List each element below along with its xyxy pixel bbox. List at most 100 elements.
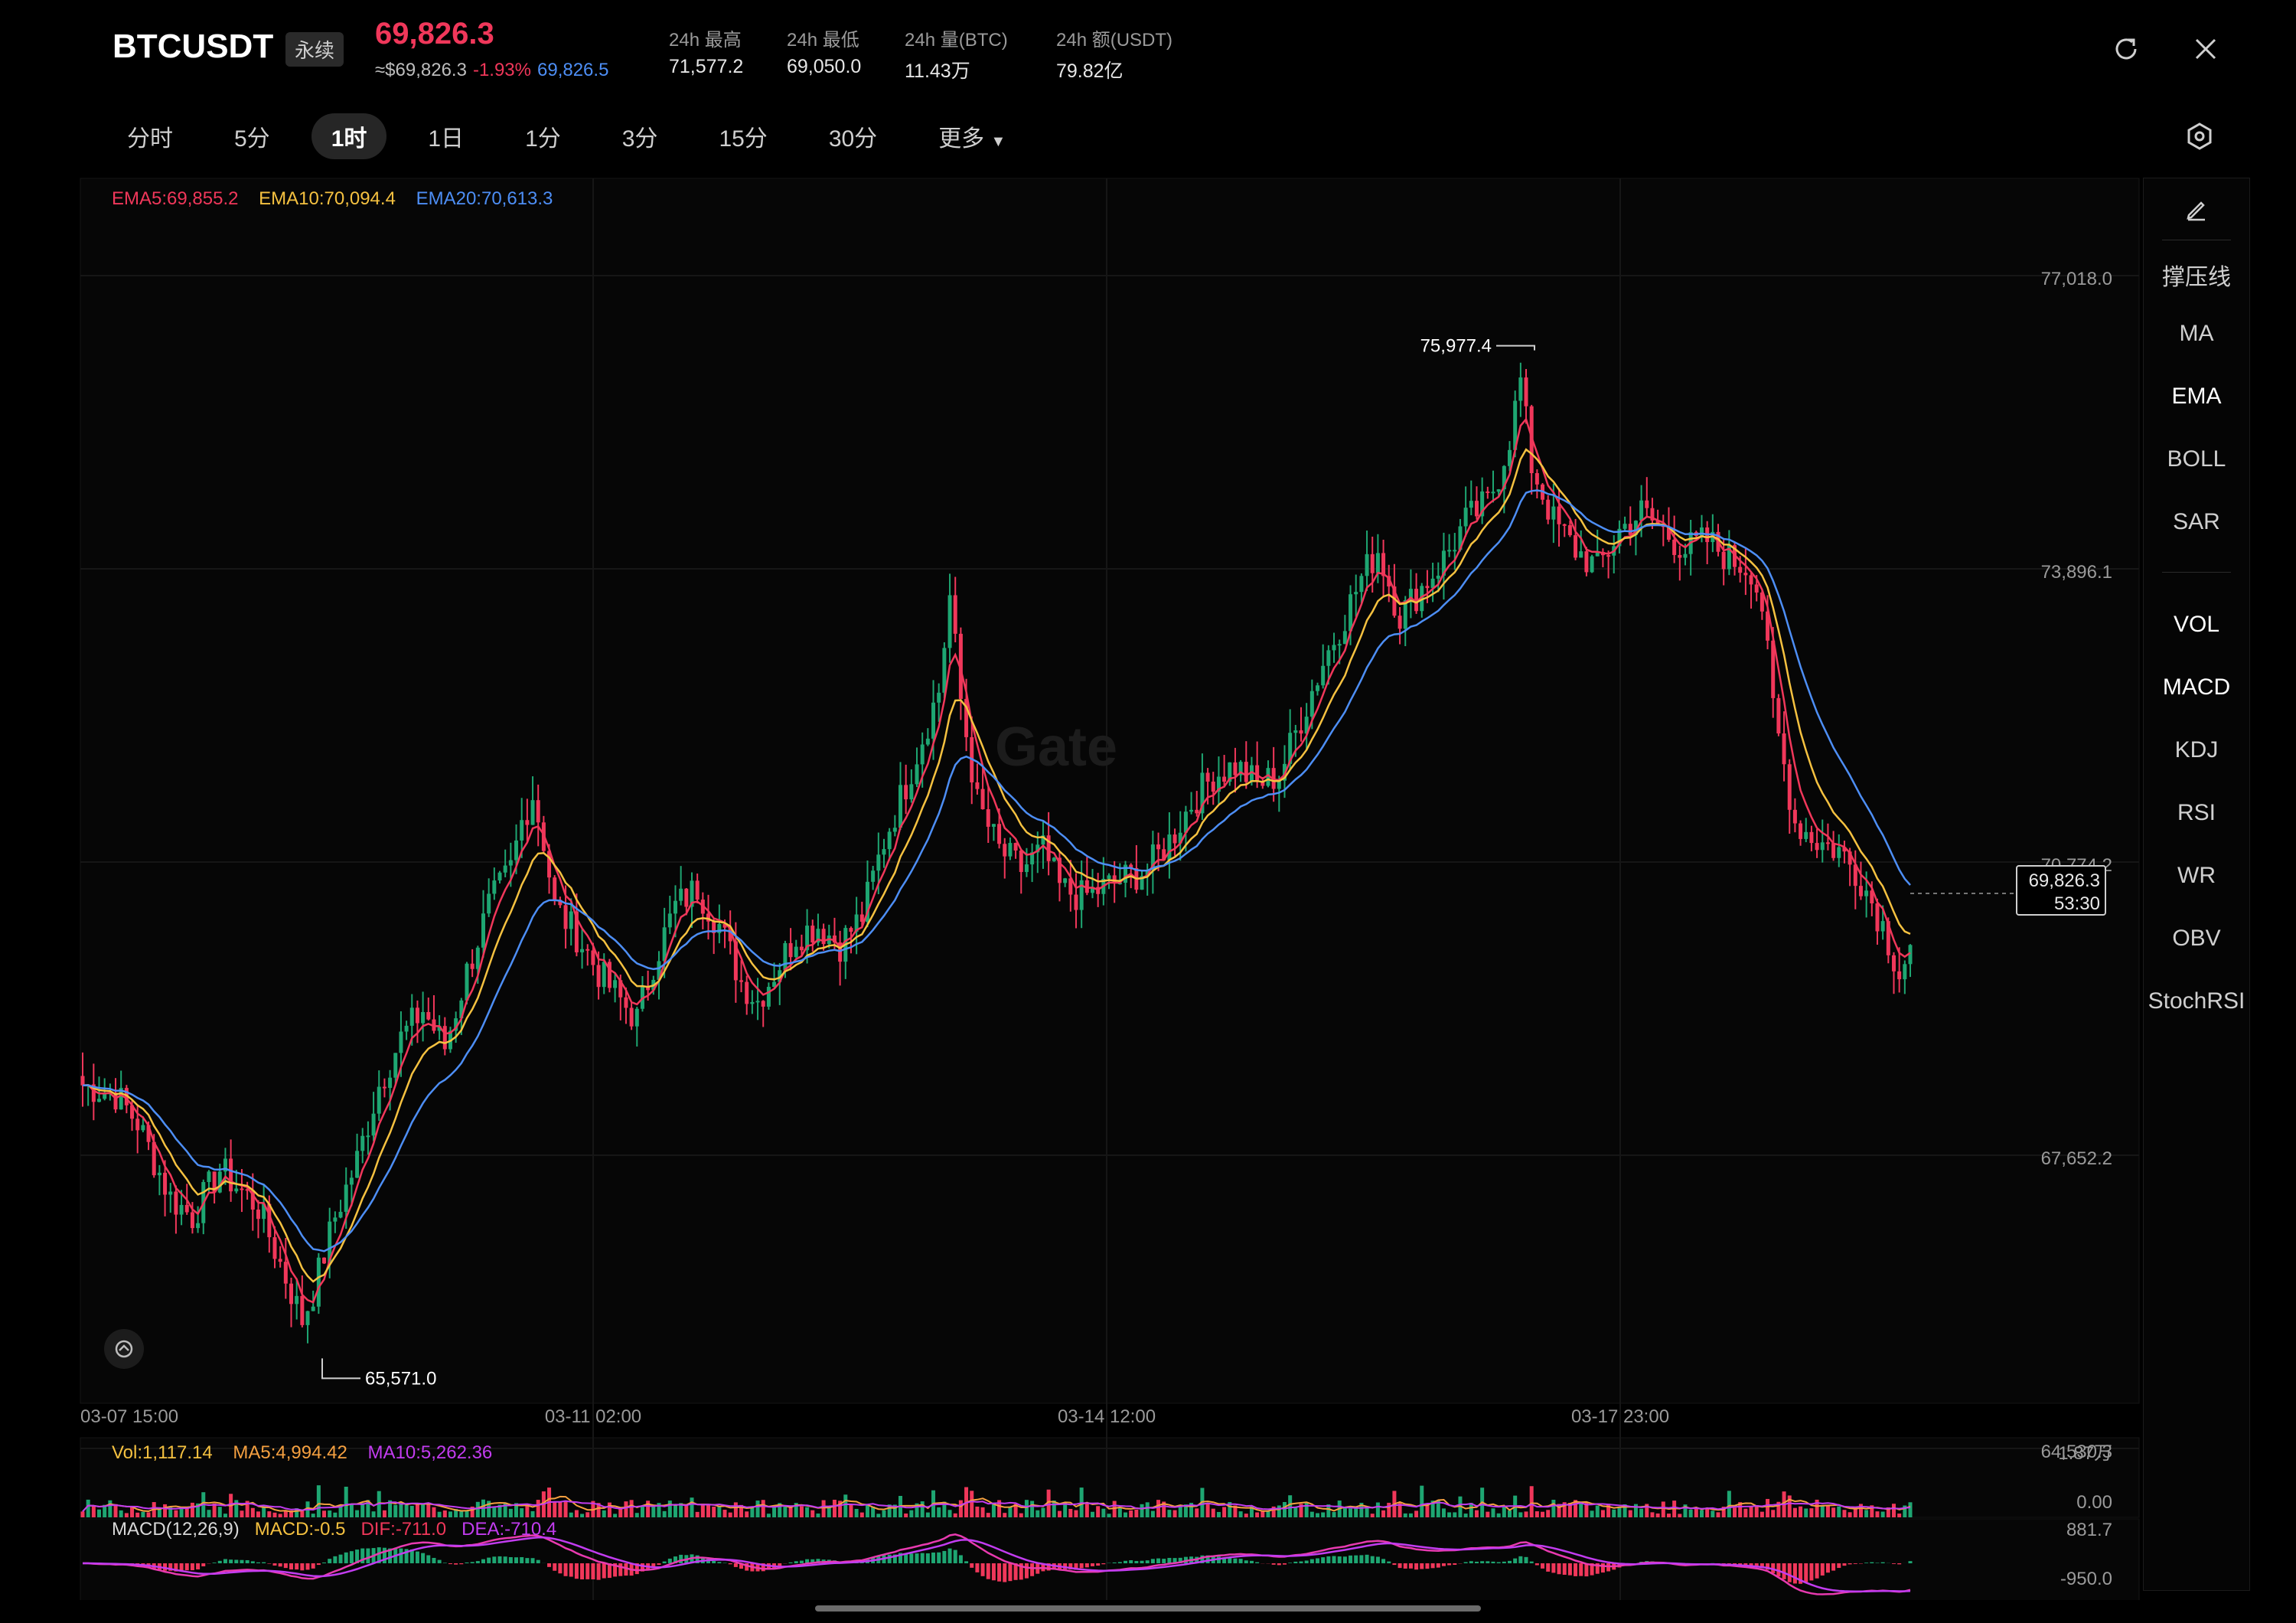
candlestick-chart[interactable]: 77,018.073,896.170,774.267,652.264,530.3… (0, 176, 2143, 1600)
volume-bar (1891, 1504, 1896, 1517)
volume-bar (1365, 1507, 1369, 1517)
indicator-rsi[interactable]: RSI (2177, 800, 2216, 825)
macd-histogram-bar (536, 1559, 540, 1563)
tab-interval[interactable]: 1日 (428, 126, 465, 152)
volume-bar (662, 1510, 667, 1517)
symbol-name[interactable]: BTCUSDT (113, 28, 274, 65)
candle-body (1623, 524, 1627, 529)
candle-body (1261, 781, 1265, 786)
indicator-ema[interactable]: EMA (2171, 384, 2222, 409)
tab-interval-active[interactable]: 1时 (311, 113, 387, 159)
indicator-kdj[interactable]: KDJ (2174, 737, 2219, 763)
volume-bar (1534, 1511, 1539, 1517)
refresh-icon[interactable] (2105, 28, 2148, 70)
high-marker-line (1496, 345, 1535, 351)
candle-body (283, 1262, 288, 1284)
more-intervals-dropdown[interactable]: 更多 ▼ (938, 126, 1006, 152)
macd-histogram-bar (1321, 1557, 1326, 1563)
tab-interval[interactable]: 3分 (621, 126, 658, 152)
volume-bar (816, 1514, 820, 1517)
candle-body (821, 929, 826, 945)
volume-bar (1342, 1507, 1347, 1517)
volume-bar (909, 1510, 914, 1517)
volume-bar (1727, 1491, 1731, 1517)
macd-histogram-bar (1579, 1563, 1583, 1576)
candle-body (1474, 501, 1479, 517)
macd-histogram-bar (1117, 1562, 1122, 1563)
volume-bar (1205, 1503, 1210, 1517)
indicator-stochrsi[interactable]: StochRSI (2148, 988, 2245, 1014)
candle-body (553, 877, 557, 900)
volume-bar (432, 1507, 436, 1517)
tab-interval[interactable]: 5分 (234, 126, 270, 152)
macd-histogram-bar (1359, 1555, 1364, 1563)
volume-bar (322, 1510, 327, 1517)
indicator-wr[interactable]: WR (2177, 863, 2216, 888)
close-icon[interactable] (2184, 28, 2227, 70)
change-percent: -1.93% (472, 60, 531, 80)
tab-interval[interactable]: 1分 (525, 126, 561, 152)
volume-bar (920, 1501, 925, 1517)
volume-bar (717, 1505, 722, 1517)
macd-histogram-bar (1228, 1557, 1232, 1563)
macd-histogram-bar (1140, 1560, 1144, 1563)
volume-bar (1502, 1506, 1506, 1517)
volume-bar (1524, 1511, 1528, 1517)
indicator-macd[interactable]: MACD (2162, 674, 2231, 700)
macd-histogram-bar (607, 1563, 612, 1579)
macd-histogram-bar (662, 1561, 667, 1563)
candle-body (799, 946, 804, 951)
candle-body (1486, 491, 1490, 493)
indicator-boll[interactable]: BOLL (2167, 446, 2226, 472)
volume-bar (1150, 1510, 1155, 1517)
indicator-obv[interactable]: OBV (2172, 926, 2221, 951)
indicator-ma[interactable]: MA (2179, 321, 2214, 346)
candle-body (234, 1188, 239, 1192)
volume-bar (745, 1511, 749, 1517)
macd-histogram-bar (953, 1550, 957, 1563)
candle-body (1760, 592, 1764, 612)
volume-bar (283, 1510, 288, 1517)
candle-body (1266, 768, 1270, 786)
macd-histogram-bar (1420, 1563, 1424, 1569)
volume-bar (832, 1500, 837, 1517)
settings-gear-icon[interactable] (2178, 115, 2221, 158)
volume-bar (1436, 1501, 1440, 1517)
draw-pencil-icon[interactable] (2144, 197, 2249, 229)
macd-histogram-bar (1820, 1563, 1825, 1576)
candle-body (1129, 864, 1133, 868)
indicator-sar[interactable]: SAR (2173, 509, 2220, 534)
candle-body (1743, 573, 1748, 576)
volume-bar (1880, 1511, 1885, 1517)
volume-bar (1809, 1508, 1814, 1517)
macd-histogram-bar (1518, 1556, 1523, 1563)
volume-bar (1233, 1505, 1238, 1517)
candle-body (646, 986, 651, 991)
candle-body (1183, 812, 1188, 833)
horizontal-scrollbar[interactable] (815, 1605, 1481, 1612)
candle-body (240, 1188, 244, 1190)
macd-histogram-bar (1156, 1558, 1161, 1563)
volume-bar (1261, 1510, 1265, 1517)
macd-histogram-bar (618, 1563, 623, 1576)
volume-bar (1277, 1505, 1281, 1517)
volume-bar (240, 1510, 244, 1517)
tab-interval[interactable]: 15分 (719, 126, 768, 152)
candle-body (1837, 847, 1841, 858)
indicator-support-resistance[interactable]: 撑压线 (2162, 265, 2231, 290)
candle-body (481, 913, 485, 948)
drawing-tools-toggle-icon[interactable] (104, 1329, 144, 1369)
volume-bar (925, 1512, 930, 1517)
candle-body (1228, 762, 1232, 782)
volume-bar (1645, 1504, 1649, 1517)
tab-interval[interactable]: 30分 (828, 126, 878, 152)
volume-bar (1008, 1506, 1013, 1517)
volume-bar (755, 1501, 760, 1517)
macd-histogram-bar (925, 1553, 930, 1563)
candle-body (1195, 809, 1199, 814)
volume-bar (1787, 1495, 1792, 1517)
indicator-vol[interactable]: VOL (2173, 612, 2220, 637)
tab-interval[interactable]: 分时 (127, 126, 173, 152)
volume-bar (97, 1509, 102, 1517)
volume-bar (355, 1510, 360, 1517)
